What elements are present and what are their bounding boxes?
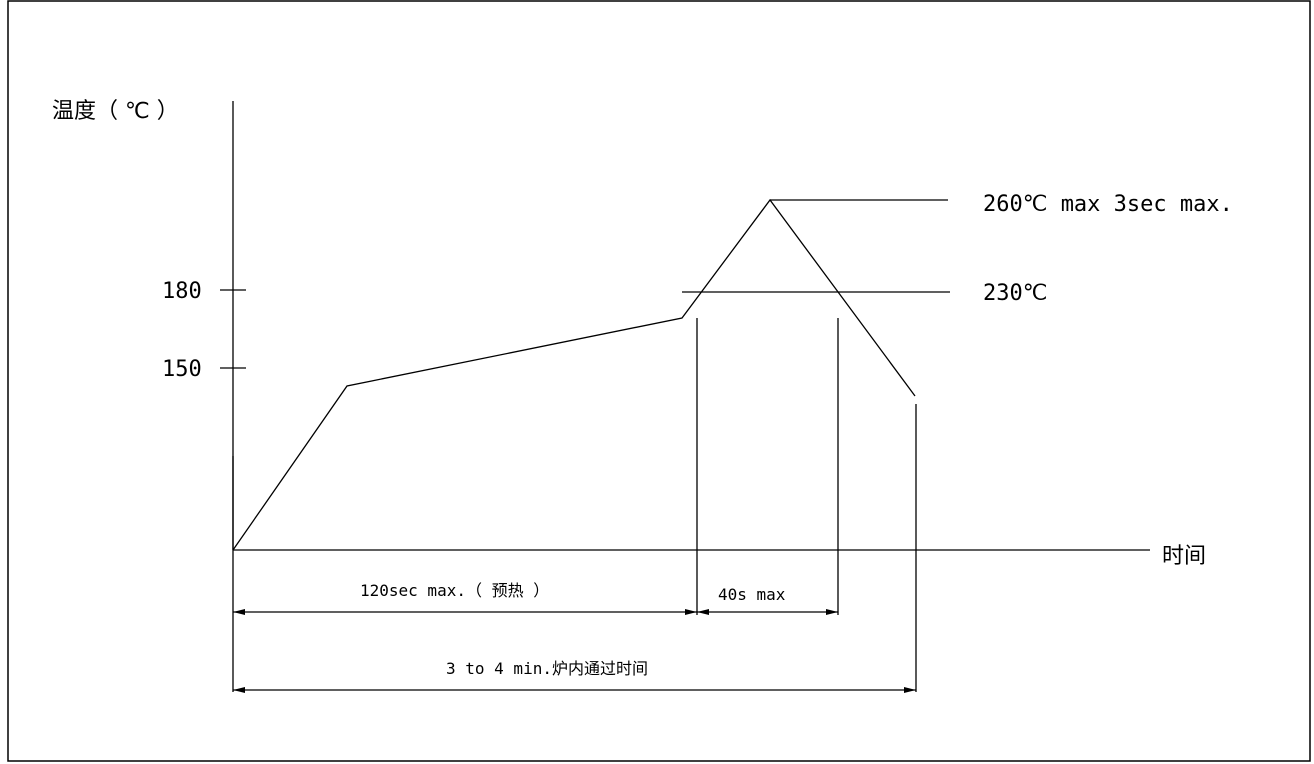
- total-dimension-label: 3 to 4 min.炉内通过时间: [446, 659, 648, 678]
- x-axis-label: 时间: [1162, 544, 1206, 569]
- above-230-arrow-right: [826, 609, 838, 615]
- preheat-arrow-right: [685, 609, 697, 615]
- diagram-frame: [7, 0, 1311, 762]
- total-arrow-right: [904, 687, 916, 693]
- total-arrow-left: [233, 687, 245, 693]
- preheat-arrow-left: [233, 609, 245, 615]
- above-230-arrow-left: [697, 609, 709, 615]
- tick-label-150: 150: [162, 357, 202, 382]
- above-230-dimension-label: 40s max: [718, 585, 786, 604]
- tick-label-180: 180: [162, 279, 202, 304]
- temperature-profile-curve: [232, 198, 916, 551]
- reflow-annotation: 230℃: [983, 281, 1047, 306]
- peak-annotation: 260℃ max 3sec max.: [983, 192, 1233, 217]
- y-axis-label: 温度（ ℃ ）: [52, 99, 179, 124]
- preheat-dimension-label: 120sec max.（ 预热 ）: [360, 581, 549, 600]
